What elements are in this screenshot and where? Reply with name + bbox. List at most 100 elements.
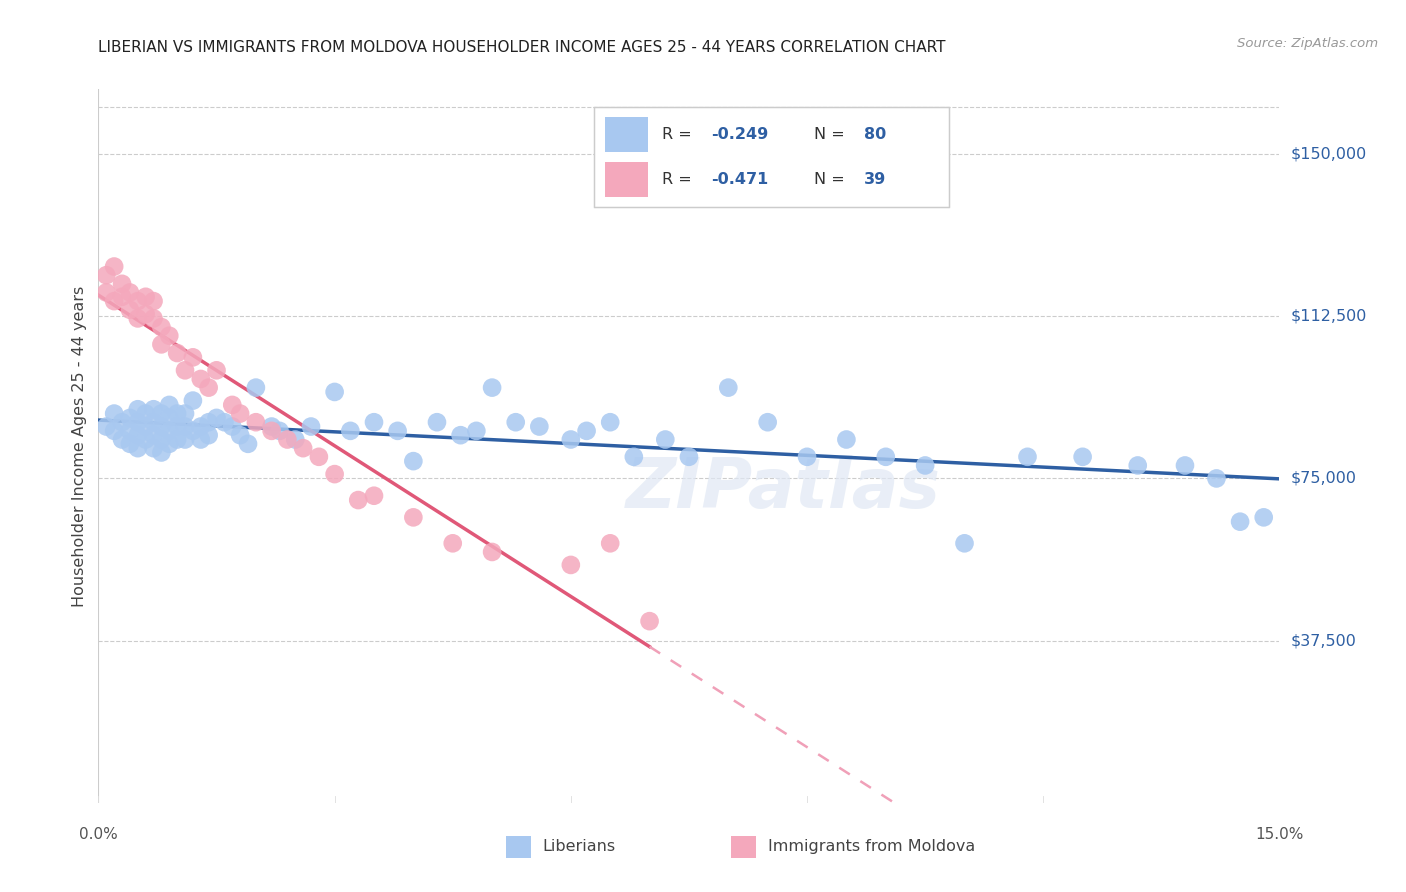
Point — [796, 450, 818, 464]
Point — [174, 407, 197, 421]
Point — [190, 372, 212, 386]
Point — [1126, 458, 1149, 473]
Point — [190, 419, 212, 434]
FancyBboxPatch shape — [605, 162, 648, 197]
Text: Liberians: Liberians — [543, 839, 616, 855]
Point — [835, 433, 858, 447]
Text: 15.0%: 15.0% — [1256, 827, 1303, 841]
Point — [103, 260, 125, 274]
Text: N =: N = — [814, 172, 851, 187]
Point — [465, 424, 488, 438]
Text: $37,500: $37,500 — [1291, 633, 1357, 648]
Point — [323, 384, 346, 399]
Point — [678, 450, 700, 464]
Point — [245, 381, 267, 395]
Point — [276, 433, 298, 447]
Point — [308, 450, 330, 464]
Point — [127, 428, 149, 442]
Point — [174, 419, 197, 434]
Point — [599, 536, 621, 550]
Point — [1253, 510, 1275, 524]
Text: $112,500: $112,500 — [1291, 309, 1367, 324]
Point — [142, 402, 165, 417]
Point — [402, 454, 425, 468]
Point — [96, 419, 118, 434]
Point — [166, 433, 188, 447]
Point — [135, 290, 157, 304]
Point — [292, 441, 315, 455]
Point — [1205, 471, 1227, 485]
Text: 80: 80 — [863, 127, 886, 142]
Point — [638, 614, 661, 628]
Point — [150, 419, 173, 434]
Point — [529, 419, 551, 434]
Point — [96, 285, 118, 300]
Point — [197, 415, 219, 429]
Point — [118, 424, 141, 438]
Point — [103, 407, 125, 421]
Text: R =: R = — [662, 127, 696, 142]
Text: $75,000: $75,000 — [1291, 471, 1357, 486]
Point — [229, 428, 252, 442]
Point — [756, 415, 779, 429]
Point — [118, 437, 141, 451]
Point — [181, 393, 204, 408]
Text: N =: N = — [814, 127, 851, 142]
Point — [135, 407, 157, 421]
Point — [135, 419, 157, 434]
Point — [157, 424, 180, 438]
Point — [150, 445, 173, 459]
Point — [205, 363, 228, 377]
Point — [481, 545, 503, 559]
Point — [135, 433, 157, 447]
Point — [623, 450, 645, 464]
Point — [245, 415, 267, 429]
Text: 39: 39 — [863, 172, 886, 187]
Point — [190, 433, 212, 447]
Point — [181, 424, 204, 438]
Point — [717, 381, 740, 395]
Point — [118, 285, 141, 300]
Point — [441, 536, 464, 550]
Point — [127, 402, 149, 417]
Point — [599, 415, 621, 429]
Point — [1017, 450, 1039, 464]
Point — [150, 407, 173, 421]
Point — [96, 268, 118, 282]
Point — [197, 428, 219, 442]
Point — [481, 381, 503, 395]
Point — [166, 419, 188, 434]
Point — [150, 320, 173, 334]
Point — [127, 441, 149, 455]
Text: -0.249: -0.249 — [711, 127, 769, 142]
Point — [363, 489, 385, 503]
Text: Source: ZipAtlas.com: Source: ZipAtlas.com — [1237, 37, 1378, 51]
Point — [339, 424, 361, 438]
Point — [118, 410, 141, 425]
Point — [127, 294, 149, 309]
Point — [875, 450, 897, 464]
Point — [284, 433, 307, 447]
Point — [111, 433, 134, 447]
Point — [150, 337, 173, 351]
Point — [111, 415, 134, 429]
Point — [150, 433, 173, 447]
Text: Immigrants from Moldova: Immigrants from Moldova — [768, 839, 974, 855]
Point — [299, 419, 322, 434]
Point — [323, 467, 346, 482]
Point — [260, 424, 283, 438]
Text: $150,000: $150,000 — [1291, 146, 1367, 161]
Point — [560, 558, 582, 572]
FancyBboxPatch shape — [605, 117, 648, 152]
Point — [402, 510, 425, 524]
Point — [205, 410, 228, 425]
Point — [157, 328, 180, 343]
Point — [142, 441, 165, 455]
Point — [166, 407, 188, 421]
Point — [560, 433, 582, 447]
Text: -0.471: -0.471 — [711, 172, 769, 187]
Point — [103, 424, 125, 438]
Point — [229, 407, 252, 421]
Point — [363, 415, 385, 429]
Point — [127, 415, 149, 429]
